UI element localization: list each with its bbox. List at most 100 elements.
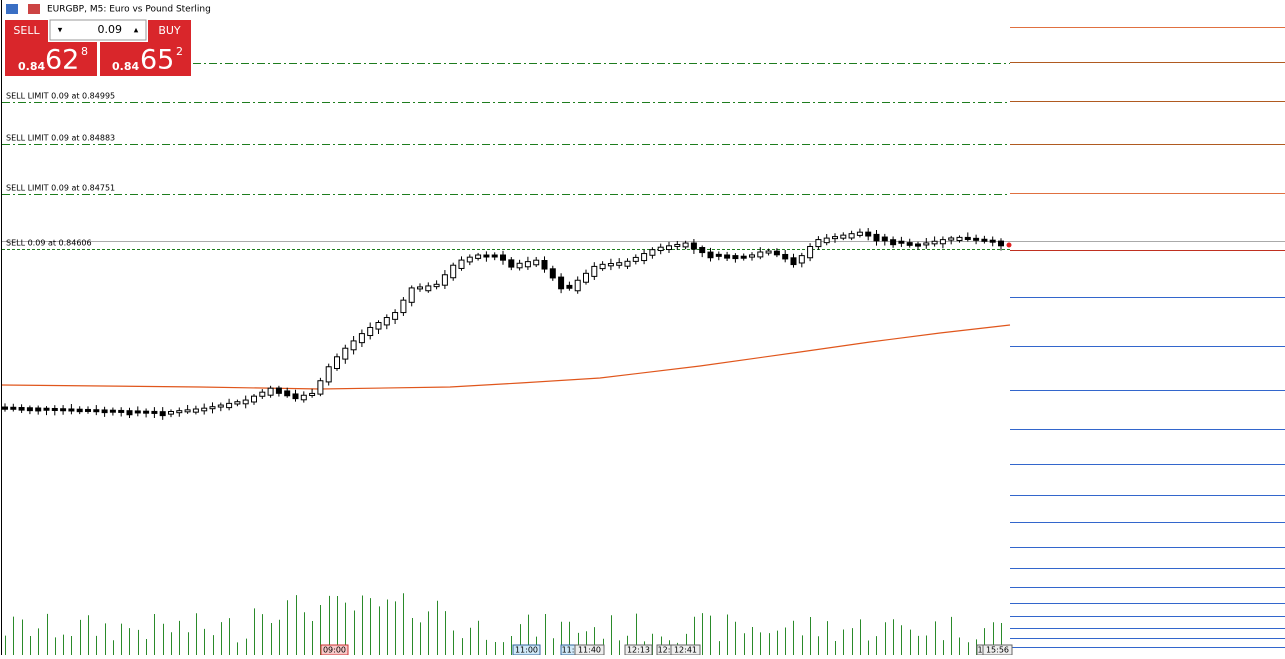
candle: [317, 380, 324, 395]
candle: [790, 257, 797, 266]
candle: [450, 264, 457, 279]
candle: [732, 255, 739, 260]
bid-big: 62: [45, 45, 79, 76]
candle: [699, 247, 706, 254]
candle: [134, 410, 141, 414]
candle: [101, 409, 108, 414]
candle: [118, 409, 125, 413]
lot-value: 0.09: [98, 23, 123, 36]
lot-up[interactable]: ▴: [134, 26, 139, 36]
candle: [516, 262, 523, 269]
candle: [275, 387, 282, 394]
candle: [624, 260, 631, 267]
candle: [616, 262, 623, 266]
lot-input[interactable]: [49, 19, 147, 41]
candle: [607, 263, 614, 267]
chart-icon[interactable]: [28, 4, 40, 14]
candle: [176, 410, 183, 414]
candle: [906, 242, 913, 246]
candle: [242, 399, 249, 405]
candle: [259, 391, 266, 397]
order-lines: [2, 63, 1010, 195]
candle: [939, 239, 946, 245]
time-label: 12:: [658, 646, 671, 655]
candle: [541, 260, 548, 270]
candle: [383, 317, 390, 326]
candle: [425, 285, 432, 292]
sell-button[interactable]: [5, 20, 48, 42]
order-label: SELL LIMIT 0.09 at 0.84751: [6, 184, 115, 193]
ask-box[interactable]: [100, 42, 191, 76]
time-label: 11:: [562, 646, 575, 655]
candle: [309, 392, 316, 397]
candle: [674, 243, 681, 247]
candle: [325, 366, 332, 383]
candle: [300, 394, 307, 401]
order-label: SELL LIMIT 0.09 at 0.84883: [6, 134, 115, 143]
buy-label: BUY: [158, 24, 181, 37]
candle: [765, 250, 772, 254]
candle: [292, 393, 299, 400]
candle: [500, 254, 506, 261]
candle: [433, 283, 440, 288]
time-label: 11:00: [515, 646, 538, 655]
price-marker: [1006, 242, 1012, 248]
candle: [757, 251, 764, 258]
candle: [168, 411, 174, 415]
candle: [408, 287, 415, 303]
candle: [209, 406, 216, 410]
buy-button[interactable]: [148, 20, 191, 42]
candle: [840, 234, 847, 239]
candle: [18, 407, 25, 411]
lot-down[interactable]: ▾: [58, 26, 63, 36]
time-label: 09:00: [323, 646, 346, 655]
candle: [707, 251, 714, 259]
chart-title: EURGBP, M5: Euro vs Pound Sterling: [47, 5, 211, 15]
candle: [85, 408, 91, 412]
candle: [458, 259, 465, 269]
ask-small: 2: [176, 45, 183, 58]
menu-icon[interactable]: [6, 4, 18, 14]
candle: [923, 242, 930, 246]
candle: [558, 276, 565, 290]
candle: [226, 402, 233, 409]
candles: [2, 228, 1004, 420]
volumes: [5, 593, 1002, 655]
candle: [26, 407, 33, 412]
candle: [508, 259, 515, 268]
time-label: 15:56: [986, 646, 1009, 655]
candle: [981, 238, 988, 242]
candle: [234, 401, 241, 405]
candle: [483, 254, 490, 258]
candle: [549, 268, 556, 279]
candle: [599, 263, 606, 270]
candle: [392, 312, 399, 320]
candle: [948, 237, 955, 241]
candle: [143, 410, 150, 414]
candle: [815, 239, 822, 248]
candle: [126, 410, 133, 416]
candle: [251, 395, 257, 403]
candle: [641, 253, 648, 262]
bid-box[interactable]: [5, 42, 97, 76]
candle: [773, 250, 780, 256]
order-label: SELL 0.09 at 0.84606: [6, 239, 92, 248]
candle: [989, 239, 996, 243]
candle: [192, 408, 199, 413]
right-panel: [1010, 27, 1285, 648]
candle: [109, 409, 116, 413]
candle: [217, 404, 224, 408]
candle: [159, 411, 166, 417]
candle: [93, 409, 100, 413]
candle: [890, 239, 897, 246]
candle: [583, 272, 589, 283]
candle: [342, 347, 349, 360]
candle: [724, 254, 731, 259]
candle: [873, 233, 880, 242]
time-label: 12:13: [627, 646, 650, 655]
candle: [566, 284, 573, 289]
candle: [657, 246, 664, 252]
candle: [848, 233, 855, 239]
sell-label: SELL: [13, 24, 40, 37]
